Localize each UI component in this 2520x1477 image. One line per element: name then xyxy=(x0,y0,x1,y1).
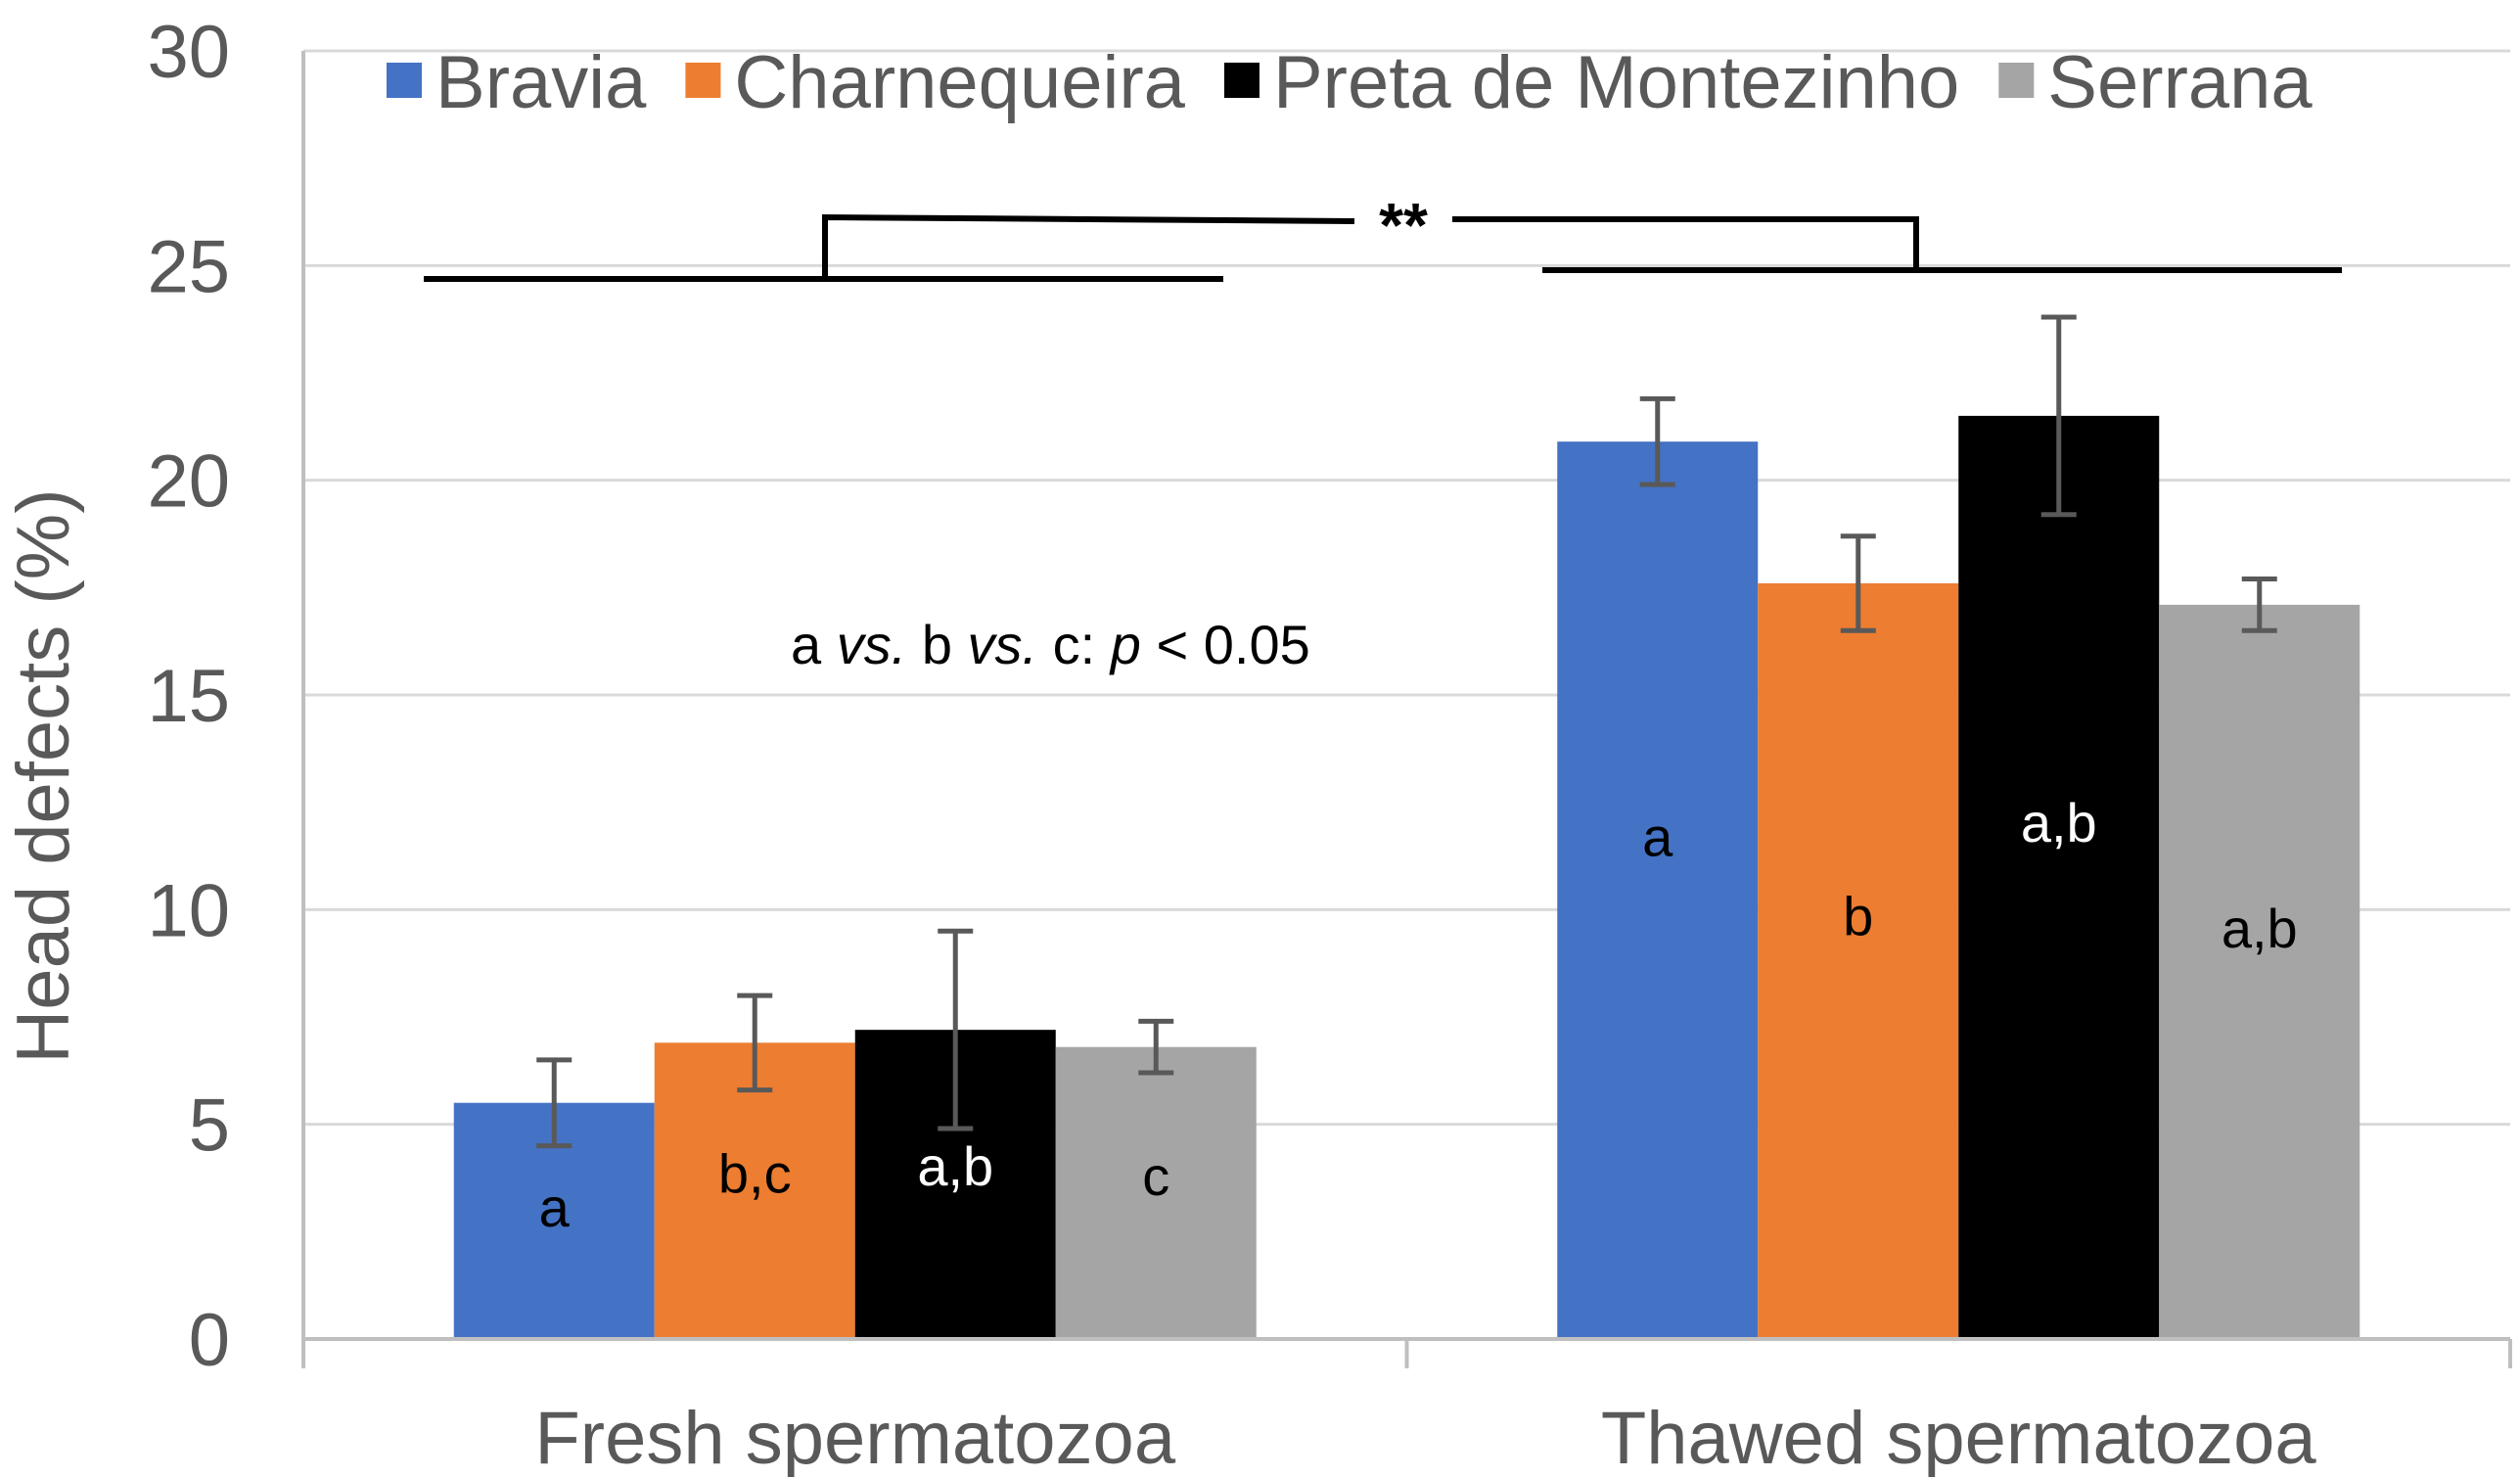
stat-note: a vs. b vs. c: p < 0.05 xyxy=(791,614,1310,675)
legend-swatch-charnequeira xyxy=(685,63,721,98)
stat-note-vs-2: vs. xyxy=(968,614,1038,675)
legend-swatch-bravia xyxy=(387,63,422,98)
stat-note-p: p xyxy=(1109,614,1141,675)
error-bars xyxy=(536,314,2277,1149)
significance-stars: ** xyxy=(1379,190,1428,260)
legend-label-serrana: Serrana xyxy=(2047,41,2313,124)
x-category-label-0: Fresh spermatozoa xyxy=(534,1397,1175,1477)
significance-bracket: ** xyxy=(424,190,2342,282)
stat-note-vs-1: vs. xyxy=(837,614,907,675)
bars xyxy=(453,415,2360,1340)
x-category-label-1: Thawed spermatozoa xyxy=(1601,1397,2317,1477)
axes xyxy=(301,51,2512,1368)
legend-swatch-preta-de-montezinho xyxy=(1223,63,1260,98)
bar-bravia-1 xyxy=(1557,441,1759,1340)
bar-serrana-1 xyxy=(2159,604,2360,1339)
y-tick-label-10: 10 xyxy=(147,869,230,952)
bar-preta-de-montezinho-1 xyxy=(1958,415,2160,1339)
y-axis-label: Head defects (%) xyxy=(2,488,85,1063)
stat-note-a: a xyxy=(791,614,837,675)
stat-note-rest: < 0.05 xyxy=(1141,614,1310,675)
stat-note-b: b xyxy=(906,614,967,675)
bar-label-charnequeira-0: b,c xyxy=(718,1142,792,1204)
y-tick-label-15: 15 xyxy=(147,655,230,738)
y-tick-label-30: 30 xyxy=(147,11,230,94)
y-tick-label-0: 0 xyxy=(189,1299,230,1382)
y-tick-label-20: 20 xyxy=(147,440,230,524)
legend-swatch-serrana xyxy=(1998,63,2035,98)
bracket-line-right xyxy=(1452,216,1919,273)
bar-charnequeira-1 xyxy=(1758,582,1959,1339)
y-tick-label-25: 25 xyxy=(147,225,230,308)
bar-label-preta-de-montezinho-1: a,b xyxy=(2021,792,2097,854)
y-tick-labels: 0 5 10 15 20 25 30 xyxy=(147,11,230,1382)
legend-label-charnequeira: Charnequeira xyxy=(734,41,1185,124)
x-category-labels: Fresh spermatozoa Thawed spermatozoa xyxy=(534,1397,2316,1477)
legend: Bravia Charnequeira Preta de Montezinho Ser… xyxy=(387,41,2313,124)
stat-note-c: c: xyxy=(1037,614,1111,675)
legend-label-bravia: Bravia xyxy=(435,41,647,124)
bar-label-bravia-0: a xyxy=(539,1177,571,1238)
bar-label-serrana-0: c xyxy=(1142,1145,1169,1207)
bar-label-charnequeira-1: b xyxy=(1843,886,1873,947)
legend-label-preta-de-montezinho: Preta de Montezinho xyxy=(1273,41,1959,124)
y-tick-label-5: 5 xyxy=(189,1085,230,1168)
bar-label-preta-de-montezinho-0: a,b xyxy=(917,1135,993,1197)
bar-label-bravia-1: a xyxy=(1642,807,1673,868)
bracket-line xyxy=(822,213,1355,276)
bar-letter-labels: a b,c a,b c a b a,b a,b xyxy=(539,792,2298,1238)
bar-serrana-0 xyxy=(1055,1046,1257,1339)
bar-label-serrana-1: a,b xyxy=(2222,898,2298,959)
